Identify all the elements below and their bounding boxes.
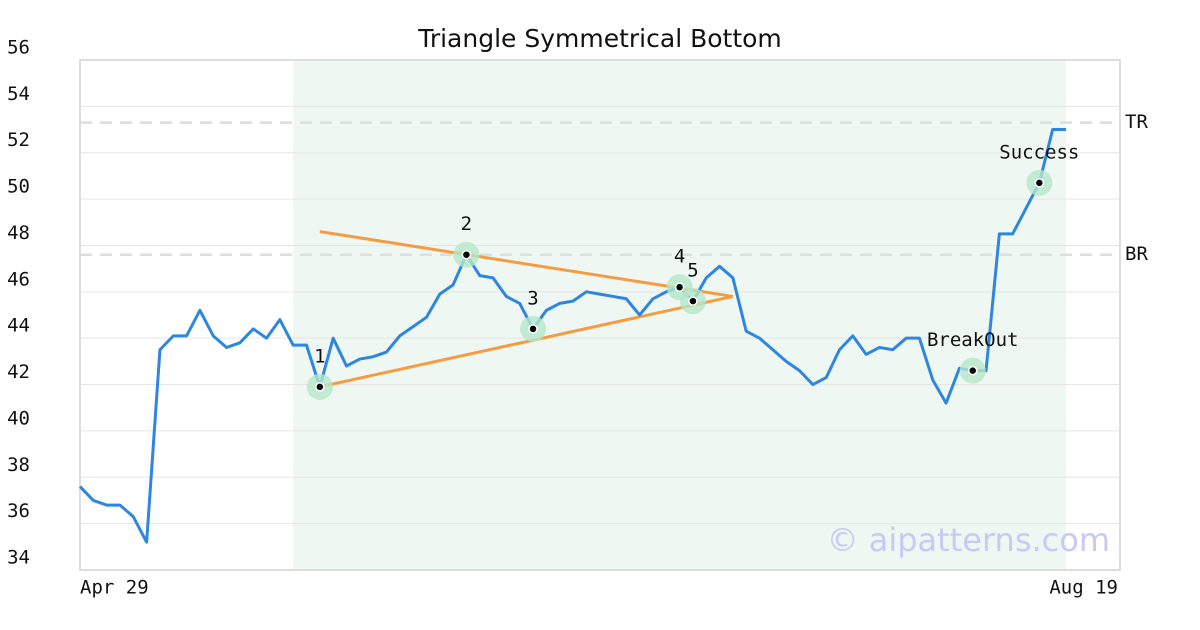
y-tick-label: 36 [7, 500, 30, 522]
y-tick-label: 54 [7, 83, 30, 105]
y-tick-label: 48 [7, 222, 30, 244]
trend-line [319, 230, 734, 298]
point-dot [528, 324, 538, 334]
point-label: 4 [674, 246, 685, 268]
point-label: 3 [527, 287, 538, 309]
x-tick-label: Aug 19 [1049, 577, 1118, 599]
y-tick-label: 34 [7, 547, 30, 569]
price-line [78, 128, 1066, 544]
y-tick-label: 38 [7, 454, 30, 476]
point-label: BreakOut [927, 329, 1019, 351]
watermark: © aipatterns.com [827, 521, 1110, 559]
chart-title: Triangle Symmetrical Bottom [417, 24, 782, 53]
y-tick-label: 46 [7, 268, 30, 290]
x-tick-label: Apr 29 [80, 577, 149, 599]
point-dot [1034, 178, 1045, 188]
point-dot [674, 282, 685, 292]
y-tick-label: 44 [7, 315, 30, 337]
point-dot [315, 382, 325, 392]
y-tick-label: 40 [7, 407, 30, 429]
trend-line [319, 294, 734, 389]
y-tick-label: 42 [7, 361, 30, 383]
point-label: 1 [314, 345, 325, 367]
point-label: Success [999, 141, 1079, 163]
point-dot [461, 249, 472, 260]
reference-label: BR [1125, 243, 1148, 265]
point-dot [967, 365, 978, 376]
plot-frame [79, 59, 1121, 571]
y-tick-label: 50 [7, 176, 30, 198]
point-dot [688, 296, 698, 306]
point-label: 5 [687, 260, 698, 282]
pattern-region [293, 60, 1066, 570]
y-tick-label: 56 [7, 37, 30, 59]
y-tick-label: 52 [7, 129, 30, 151]
reference-label: TR [1125, 111, 1148, 133]
point-label: 2 [461, 213, 472, 235]
